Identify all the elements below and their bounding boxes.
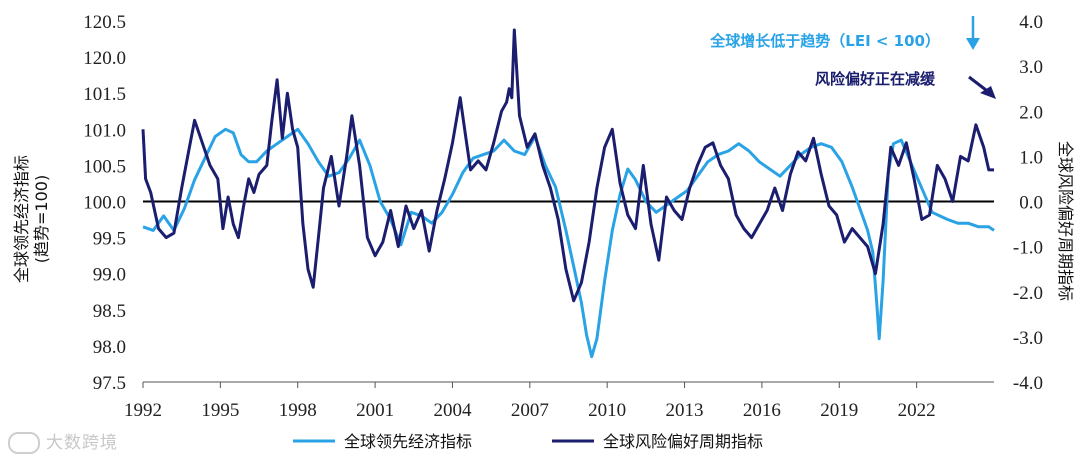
x-tick-label: 1992 xyxy=(124,400,162,421)
legend-label-risk: 全球风险偏好周期指标 xyxy=(603,432,763,451)
series-line-global-risk-appetite xyxy=(141,28,994,303)
arrow-down-icon xyxy=(966,16,980,50)
watermark: 大数跨境 xyxy=(8,428,118,454)
x-tick-label: 2019 xyxy=(820,400,858,421)
left-tick-label: 101.0 xyxy=(83,120,126,141)
right-axis-ticks: 4.0 3.0 2.0 1.0 0.0 -1.0 -2.0 -3.0 -4.0 xyxy=(1013,12,1043,394)
left-tick-label: 120.0 xyxy=(83,48,126,69)
left-tick-label: 98.5 xyxy=(93,301,126,322)
annotation-lei-below-trend: 全球增长低于趋势（LEI < 100） xyxy=(709,32,940,50)
arrow-down-right-icon xyxy=(968,75,996,99)
right-tick-label: 1.0 xyxy=(1019,147,1043,168)
left-axis-ticks: 120.5 120.0 101.5 101.0 100.5 100.0 99.5 99.0 98… xyxy=(83,12,126,394)
left-tick-label: 99.5 xyxy=(93,229,126,250)
legend: 全球领先经济指标 全球风险偏好周期指标 xyxy=(293,432,763,451)
left-tick-label: 101.5 xyxy=(83,84,126,105)
x-axis-ticks: 1992 1995 1998 2001 2004 2007 2010 2013 2016 2019… xyxy=(124,382,936,421)
watermark-text: 大数跨境 xyxy=(46,433,118,453)
left-tick-label: 100.5 xyxy=(83,156,126,177)
x-tick-label: 2013 xyxy=(666,400,704,421)
right-axis-title: 全球风险偏好周期指标 xyxy=(1056,141,1075,301)
right-tick-label: -3.0 xyxy=(1013,328,1043,349)
right-tick-label: -2.0 xyxy=(1013,283,1043,304)
watermark-logo-icon xyxy=(8,432,40,454)
x-tick-label: 2022 xyxy=(898,400,936,421)
x-tick-label: 2010 xyxy=(588,400,626,421)
right-tick-label: 4.0 xyxy=(1019,12,1043,33)
right-tick-label: 2.0 xyxy=(1019,102,1043,123)
left-axis-title: 全球领先经济指标 xyxy=(12,155,31,283)
right-tick-label: 3.0 xyxy=(1019,57,1043,78)
legend-label-lei: 全球领先经济指标 xyxy=(344,432,472,451)
left-axis-subtitle: (趋势=100) xyxy=(32,175,51,263)
left-tick-label: 97.5 xyxy=(93,373,126,394)
left-tick-label: 98.0 xyxy=(93,337,126,358)
x-tick-label: 2001 xyxy=(356,400,394,421)
left-tick-label: 99.0 xyxy=(93,265,126,286)
annotation-risk-appetite-slowing: 风险偏好正在减缓 xyxy=(815,70,936,88)
right-tick-label: 0.0 xyxy=(1019,193,1043,214)
left-tick-label: 100.0 xyxy=(83,193,126,214)
x-tick-label: 2004 xyxy=(433,400,472,421)
right-tick-label: -1.0 xyxy=(1013,238,1043,259)
right-tick-label: -4.0 xyxy=(1013,373,1043,394)
x-tick-label: 2007 xyxy=(511,400,549,421)
x-tick-label: 1995 xyxy=(201,400,239,421)
left-tick-label: 120.5 xyxy=(83,12,126,33)
x-tick-label: 2016 xyxy=(743,400,781,421)
x-tick-label: 1998 xyxy=(279,400,317,421)
